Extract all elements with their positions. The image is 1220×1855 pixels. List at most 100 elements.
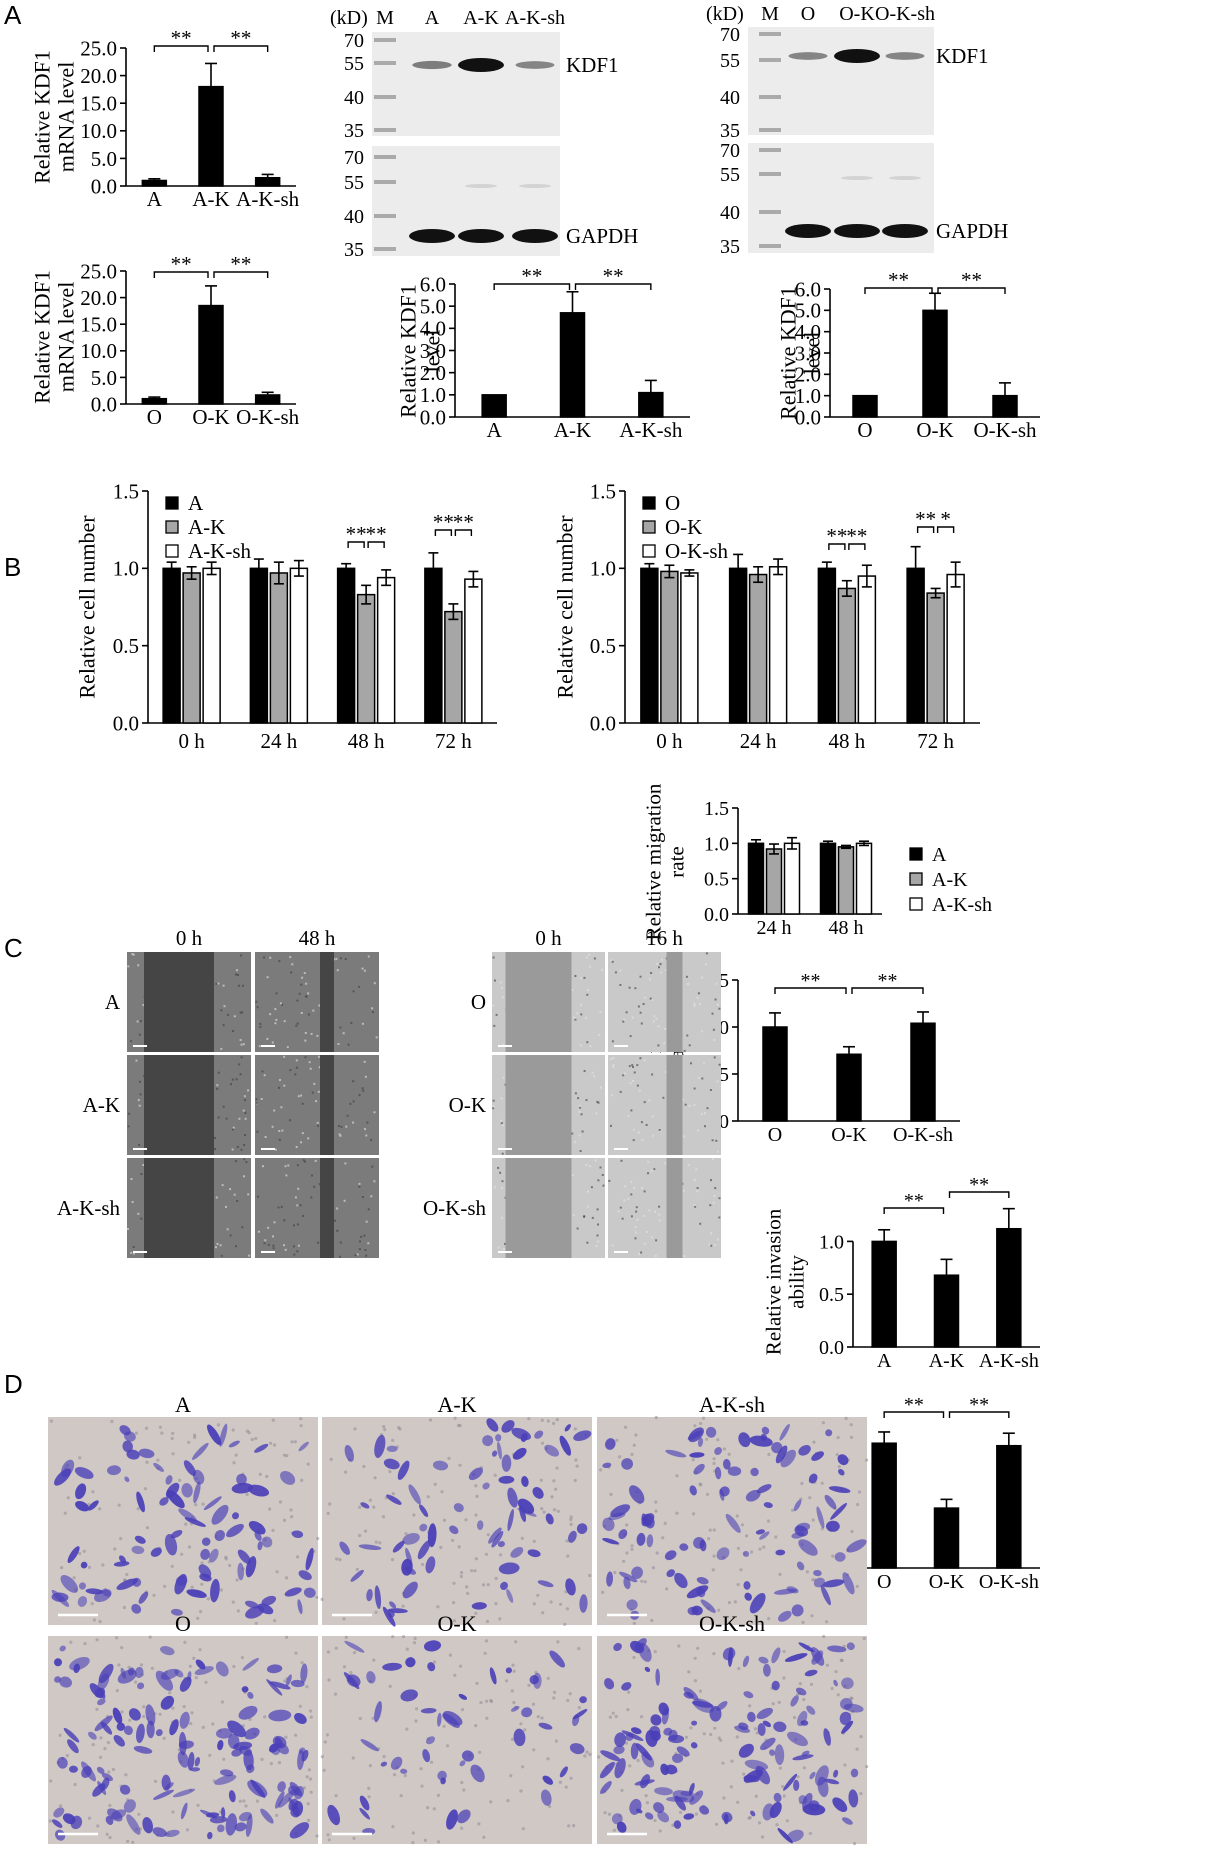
membrane-pore bbox=[163, 1584, 167, 1588]
significance-label: ** bbox=[969, 1174, 989, 1196]
membrane-pore bbox=[145, 1526, 149, 1530]
cell-texture bbox=[300, 1012, 303, 1014]
wound-gap bbox=[320, 1055, 334, 1155]
cell-texture bbox=[588, 953, 591, 956]
y-tick-label: 20.0 bbox=[80, 286, 117, 310]
stained-cell bbox=[696, 1577, 709, 1585]
y-axis-label-line: Relative cell number bbox=[74, 515, 99, 699]
stained-cell bbox=[107, 1465, 121, 1476]
cell-texture bbox=[715, 982, 718, 985]
cell-texture bbox=[585, 1164, 588, 1166]
cell-texture bbox=[492, 1099, 495, 1102]
stained-cell bbox=[67, 1546, 80, 1564]
wound-gap bbox=[666, 952, 683, 1052]
membrane-pore bbox=[474, 1611, 478, 1615]
cell-texture bbox=[243, 1158, 246, 1161]
membrane-pore bbox=[651, 1566, 656, 1570]
cell-texture bbox=[127, 1227, 129, 1230]
stained-cell bbox=[420, 1707, 437, 1714]
stained-cell bbox=[270, 1744, 280, 1756]
y-axis-label: Relative KDF1 mRNA level bbox=[29, 270, 78, 404]
cell-texture bbox=[140, 1217, 143, 1220]
stained-cell bbox=[850, 1768, 859, 1778]
cell-texture bbox=[291, 963, 294, 966]
cell-texture bbox=[366, 1121, 369, 1124]
membrane-pore bbox=[717, 1736, 721, 1740]
stained-cell bbox=[209, 1816, 228, 1824]
blot-lane-label: A-K bbox=[463, 7, 499, 29]
membrane-pore bbox=[834, 1670, 838, 1674]
membrane-pore bbox=[439, 1545, 443, 1550]
blot-unit: (kD) bbox=[330, 7, 368, 29]
stained-cell bbox=[75, 1483, 87, 1500]
stained-cell bbox=[564, 1424, 571, 1432]
cell-texture bbox=[297, 1095, 300, 1098]
membrane-pore bbox=[573, 1427, 577, 1431]
membrane-pore bbox=[171, 1706, 175, 1710]
cell-texture bbox=[633, 1128, 635, 1131]
cell-texture bbox=[630, 1215, 633, 1218]
membrane-pore bbox=[693, 1424, 697, 1428]
stained-cell bbox=[806, 1705, 816, 1715]
wound-image bbox=[255, 952, 379, 1052]
membrane-pore bbox=[540, 1418, 544, 1422]
cell-texture bbox=[580, 1113, 583, 1116]
cell-texture bbox=[354, 1254, 357, 1257]
cell-texture bbox=[583, 976, 586, 979]
stained-cell bbox=[187, 1751, 195, 1771]
ladder-band bbox=[759, 128, 781, 132]
stained-cell bbox=[254, 1531, 262, 1541]
membrane-pore bbox=[170, 1436, 174, 1441]
membrane-pore bbox=[736, 1800, 740, 1804]
cell-texture bbox=[716, 1003, 719, 1006]
molecular-weight-label: 35 bbox=[344, 239, 364, 261]
membrane-pore bbox=[753, 1727, 757, 1731]
invasion-image-label: A bbox=[175, 1392, 191, 1417]
stained-cell bbox=[630, 1640, 645, 1654]
cell-texture bbox=[612, 1066, 615, 1069]
membrane-pore bbox=[536, 1715, 540, 1719]
membrane-pore bbox=[305, 1685, 309, 1689]
membrane-pore bbox=[358, 1533, 362, 1538]
stained-cell bbox=[654, 1787, 673, 1796]
membrane-pore bbox=[739, 1568, 743, 1572]
stained-cell bbox=[505, 1667, 512, 1674]
membrane-pore bbox=[171, 1452, 175, 1456]
membrane-pore bbox=[460, 1780, 464, 1785]
membrane-pore bbox=[368, 1498, 372, 1502]
significance-label: ** bbox=[171, 252, 192, 276]
cell-texture bbox=[297, 1244, 300, 1247]
stained-cell bbox=[795, 1522, 811, 1532]
ladder-band bbox=[374, 95, 396, 99]
cell-texture bbox=[263, 1074, 266, 1077]
cell-texture bbox=[317, 1124, 319, 1127]
cell-texture bbox=[244, 1111, 247, 1114]
stained-cell bbox=[798, 1444, 811, 1456]
significance-label: ** bbox=[171, 26, 192, 50]
membrane-pore bbox=[432, 1807, 436, 1811]
stained-cell bbox=[257, 1541, 263, 1551]
stained-cell bbox=[779, 1423, 790, 1441]
cell-texture bbox=[139, 1093, 142, 1096]
stained-cell bbox=[608, 1512, 626, 1521]
membrane-pore bbox=[289, 1508, 293, 1512]
membrane-pore bbox=[307, 1768, 311, 1772]
cell-texture bbox=[274, 1022, 277, 1025]
membrane-pore bbox=[452, 1581, 456, 1585]
stained-cell bbox=[59, 1676, 72, 1688]
significance-label: * bbox=[940, 507, 951, 531]
membrane-pore bbox=[719, 1738, 723, 1742]
cell-texture bbox=[359, 1240, 361, 1243]
membrane-pore bbox=[634, 1433, 638, 1437]
stained-cell bbox=[461, 1750, 475, 1762]
membrane-pore bbox=[327, 1678, 331, 1682]
membrane-pore bbox=[363, 1529, 368, 1533]
x-tick-label: O-K-sh bbox=[979, 1571, 1039, 1593]
bar-a-k bbox=[356, 593, 376, 724]
cell-texture bbox=[344, 1162, 347, 1165]
wound-gap bbox=[144, 1055, 214, 1155]
stained-cell bbox=[759, 1531, 770, 1540]
membrane-pore bbox=[136, 1507, 140, 1511]
stained-cell bbox=[828, 1486, 851, 1494]
membrane-pore bbox=[393, 1773, 397, 1777]
